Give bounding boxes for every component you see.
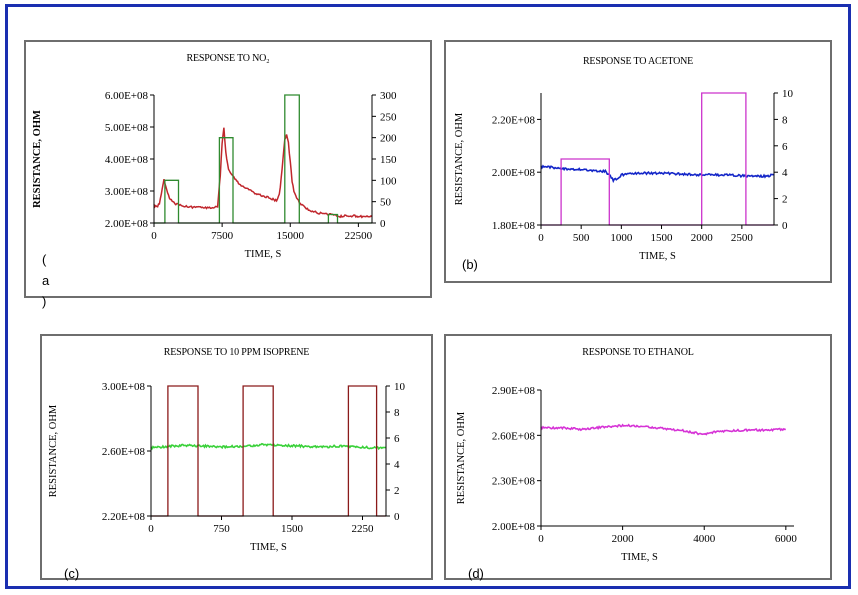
panel-d-chart: 0 2000 4000 6000 2.00E+08 2.30E+08 2.60E+08 2.9… (456, 385, 798, 581)
panel-c: RESPONSE TO 10 PPM ISOPRENE 0 750 1500 2250… (40, 334, 433, 581)
y-tick-label: 2.00E+08 (492, 521, 536, 533)
series-1-line (151, 385, 386, 517)
y2-tick-label: 2 (782, 194, 788, 206)
y-tick-label: 4.00E+08 (105, 154, 149, 166)
x-tick-label: 0 (538, 533, 544, 545)
y-axis-label: RESISTANCE, OHM (32, 110, 43, 208)
panel-label: (d) (468, 566, 484, 581)
panel-label: a (42, 273, 50, 288)
figure-frame (5, 4, 851, 589)
x-tick-label: 0 (538, 232, 544, 244)
x-axis-label: TIME, S (639, 251, 676, 262)
panel-b: RESPONSE TO ACETONE 0 500 1000 1500 2000 2500… (444, 40, 832, 283)
y-tick-label: 5.00E+08 (105, 122, 149, 134)
y2-tick-label: 6 (782, 141, 788, 153)
y2-tick-label: 50 (380, 197, 392, 209)
y-axis-label: RESISTANCE, OHM (454, 112, 465, 205)
x-tick-label: 0 (151, 230, 157, 242)
y2-tick-label: 4 (394, 459, 400, 471)
panel-d-title: RESPONSE TO ETHANOL (582, 347, 694, 358)
panel-c-chart: 0 750 1500 2250 2.20E+08 2.60E+08 3.00E+08 0 2 4 6… (48, 381, 406, 581)
y2-tick-label: 0 (394, 511, 400, 523)
y2-tick-label: 6 (394, 433, 400, 445)
y2-tick-label: 10 (394, 381, 406, 393)
y-tick-label: 2.30E+08 (492, 476, 536, 488)
x-tick-label: 500 (573, 232, 590, 244)
y2-tick-label: 200 (380, 133, 397, 145)
x-tick-label: 22500 (345, 230, 373, 242)
y2-tick-label: 2 (394, 485, 400, 497)
x-axis-label: TIME, S (621, 552, 658, 563)
panel-c-title: RESPONSE TO 10 PPM ISOPRENE (163, 347, 310, 358)
y-tick-label: 3.00E+08 (105, 186, 149, 198)
x-tick-label: 2250 (352, 523, 375, 535)
series-0-line (540, 164, 775, 184)
panel-label: ) (42, 294, 46, 309)
y2-tick-label: 10 (782, 88, 794, 100)
y-tick-label: 2.00E+08 (105, 218, 149, 230)
x-tick-label: 1500 (651, 232, 674, 244)
panel-a: RESPONSE TO NO₂ 0 7500 15000 22500 2.00E+08 3… (24, 40, 432, 309)
panel-d: RESPONSE TO ETHANOL 0 2000 4000 6000 2.00E+0… (444, 334, 832, 581)
y2-tick-label: 0 (380, 218, 386, 230)
x-tick-label: 750 (213, 523, 230, 535)
y-tick-label: 3.00E+08 (102, 381, 146, 393)
panel-label: (b) (462, 257, 478, 272)
x-tick-label: 0 (148, 523, 154, 535)
series-1-line (541, 92, 774, 226)
x-tick-label: 15000 (277, 230, 305, 242)
panel-b-title: RESPONSE TO ACETONE (582, 56, 694, 67)
x-tick-label: 1500 (281, 523, 304, 535)
y2-tick-label: 0 (782, 220, 788, 232)
panel-b-chart: 0 500 1000 1500 2000 2500 1.80E+08 2.00E+08 2.20… (454, 88, 794, 272)
panel-label: ( (42, 252, 47, 267)
x-tick-label: 4000 (693, 533, 716, 545)
y-tick-label: 2.90E+08 (492, 385, 536, 397)
panel-a-chart: 0 7500 15000 22500 2.00E+08 3.00E+08 4.00E+08 5… (32, 90, 397, 309)
x-tick-label: 2000 (691, 232, 714, 244)
x-axis-label: TIME, S (245, 249, 282, 260)
y2-tick-label: 150 (380, 154, 397, 166)
x-tick-label: 2000 (612, 533, 635, 545)
y-axis-label: RESISTANCE, OHM (48, 404, 59, 497)
y-axis-label: RESISTANCE, OHM (456, 411, 467, 504)
x-tick-label: 1000 (610, 232, 633, 244)
y2-tick-label: 100 (380, 175, 397, 187)
y-tick-label: 1.80E+08 (492, 220, 536, 232)
panel-a-title: RESPONSE TO NO₂ (186, 53, 270, 64)
x-tick-label: 6000 (775, 533, 798, 545)
x-tick-label: 2500 (731, 232, 754, 244)
series-1-line (154, 94, 372, 224)
panel-label: (c) (64, 566, 79, 581)
y2-tick-label: 8 (394, 407, 400, 419)
y-tick-label: 6.00E+08 (105, 90, 149, 102)
y2-tick-label: 300 (380, 90, 397, 102)
y-tick-label: 2.20E+08 (492, 114, 536, 126)
series-0-line (153, 127, 373, 219)
y-tick-label: 2.60E+08 (102, 446, 146, 458)
series-0-line (150, 442, 387, 451)
y-tick-label: 2.00E+08 (492, 167, 536, 179)
y-tick-label: 2.60E+08 (492, 430, 536, 442)
y2-tick-label: 8 (782, 114, 788, 126)
y2-tick-label: 4 (782, 167, 788, 179)
x-axis-label: TIME, S (250, 542, 287, 553)
y2-tick-label: 250 (380, 111, 397, 123)
series-0-line (540, 423, 786, 436)
y-tick-label: 2.20E+08 (102, 511, 146, 523)
x-tick-label: 7500 (211, 230, 234, 242)
